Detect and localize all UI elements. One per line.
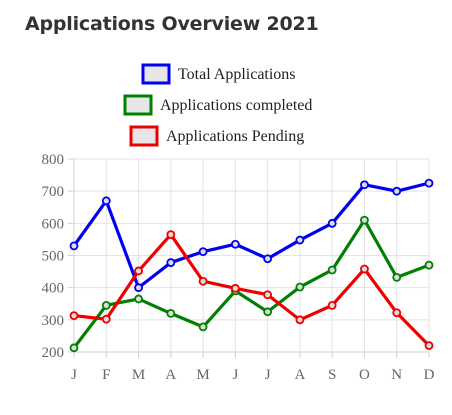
chart-title: Applications Overview 2021 <box>25 13 319 35</box>
legend-label: Total Applications <box>178 66 296 83</box>
data-point[interactable] <box>166 230 176 239</box>
data-point[interactable] <box>424 341 434 350</box>
data-point[interactable] <box>327 265 337 275</box>
data-point[interactable] <box>69 241 79 251</box>
data-point[interactable] <box>263 254 273 264</box>
data-point[interactable] <box>230 283 240 293</box>
data-point[interactable] <box>295 315 305 325</box>
data-point[interactable] <box>327 300 337 310</box>
legend-item[interactable]: Applications completed <box>123 94 312 116</box>
data-point[interactable] <box>295 235 305 245</box>
x-tick-label: O <box>359 367 370 383</box>
x-tick-label: J <box>71 367 77 383</box>
data-point[interactable] <box>263 307 273 317</box>
series-line-2 <box>72 232 431 348</box>
grid-lines <box>73 158 430 353</box>
legend-label: Applications completed <box>160 97 312 114</box>
data-point[interactable] <box>198 247 208 257</box>
data-point[interactable] <box>424 260 434 270</box>
data-point[interactable] <box>392 272 402 282</box>
y-tick-label: 400 <box>42 281 65 297</box>
series-line-1 <box>72 218 431 350</box>
x-tick-label: S <box>328 367 336 383</box>
legend-item[interactable]: Applications Pending <box>129 125 304 147</box>
series-line-0 <box>72 181 431 290</box>
series-group <box>69 178 434 353</box>
data-point[interactable] <box>392 308 402 318</box>
data-point[interactable] <box>360 264 369 274</box>
data-point[interactable] <box>134 266 143 276</box>
x-tick-label: F <box>102 367 110 383</box>
data-point[interactable] <box>360 215 369 225</box>
data-point[interactable] <box>198 276 208 286</box>
legend-swatch <box>129 125 159 147</box>
y-tick-label: 200 <box>42 345 65 361</box>
x-tick-label: J <box>232 367 238 383</box>
y-tick-label: 500 <box>42 249 65 265</box>
data-point[interactable] <box>424 178 434 188</box>
y-tick-label: 800 <box>42 152 65 168</box>
x-tick-label: A <box>165 367 176 383</box>
legend: Total Applications Applications completed… <box>123 63 312 147</box>
x-tick-label: N <box>391 367 402 383</box>
x-tick-label: M <box>196 367 209 383</box>
data-point[interactable] <box>69 343 79 353</box>
legend-item[interactable]: Total Applications <box>141 63 296 85</box>
y-tick-label: 600 <box>42 216 65 232</box>
data-point[interactable] <box>69 311 79 321</box>
data-point[interactable] <box>101 314 111 324</box>
y-tick-label: 700 <box>42 184 65 200</box>
legend-label: Applications Pending <box>166 128 304 145</box>
data-point[interactable] <box>360 180 369 190</box>
data-point[interactable] <box>198 322 208 332</box>
data-point[interactable] <box>134 294 143 304</box>
x-tick-label: A <box>294 367 305 383</box>
x-tick-label: D <box>424 367 435 383</box>
y-tick-label: 300 <box>42 313 65 329</box>
data-point[interactable] <box>101 196 111 206</box>
data-point[interactable] <box>327 218 337 228</box>
data-point[interactable] <box>230 239 240 249</box>
data-point[interactable] <box>392 186 402 196</box>
legend-swatch <box>123 94 153 116</box>
x-tick-label: J <box>265 367 271 383</box>
legend-swatch <box>141 63 171 85</box>
data-point[interactable] <box>263 290 273 300</box>
data-point[interactable] <box>295 282 305 292</box>
data-point[interactable] <box>166 308 176 318</box>
x-tick-label: M <box>132 367 145 383</box>
data-point[interactable] <box>134 283 143 293</box>
data-point[interactable] <box>166 258 176 267</box>
y-axis: 200 300 400 500 600 700 800 <box>42 152 75 361</box>
data-point[interactable] <box>101 300 111 310</box>
